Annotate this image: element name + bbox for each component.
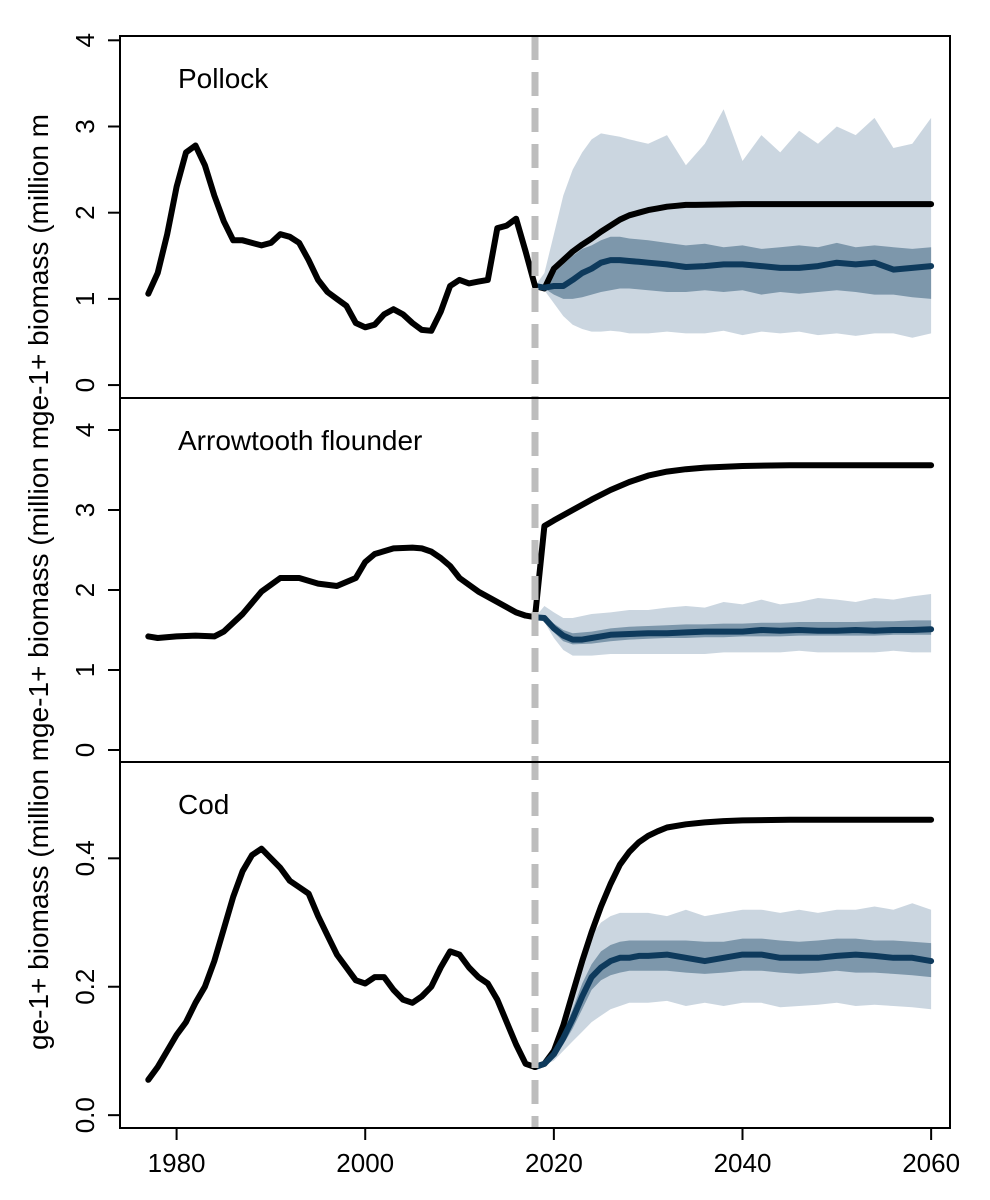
x-tick-label: 1980: [148, 1148, 206, 1178]
y-tick-label: 2: [70, 583, 100, 597]
target-projection-line: [532, 462, 935, 621]
panel-pollock: Pollock 0 1 2 3 4: [70, 33, 935, 392]
panels: Pollock 0 1 2 3 4 Arrowtooth flounder 0 1 2 3 4 Cod 0…: [70, 33, 935, 1133]
frame-layer: [119, 35, 951, 1129]
x-tick-label: 2020: [525, 1148, 583, 1178]
y-tick-label: 0.2: [70, 969, 100, 1005]
x-tick-label: 2000: [336, 1148, 394, 1178]
y-axis-label: ge-1+ biomass (million mge-1+ biomass (m…: [23, 114, 54, 1050]
y-tick-label: 3: [70, 119, 100, 133]
inner-interval-band: [535, 236, 932, 299]
median-projection-line: [532, 951, 935, 1070]
y-tick-label: 0.4: [70, 840, 100, 876]
historical-biomass-line: [145, 142, 538, 334]
panel-title: Pollock: [178, 63, 269, 94]
target-projection-line: [532, 816, 935, 1070]
y-tick-label: 2: [70, 205, 100, 219]
median-projection-line: [532, 614, 935, 643]
x-tick-label: 2060: [902, 1148, 960, 1178]
historical-biomass-line: [145, 845, 538, 1083]
x-tick-label: 2040: [714, 1148, 772, 1178]
y-axis-label-group: ge-1+ biomass (million mge-1+ biomass (m…: [23, 114, 54, 1050]
x-axis: 1980 2000 2020 2040 2060: [148, 1128, 960, 1178]
panel-frame: [119, 761, 951, 1129]
y-tick-label: 0: [70, 378, 100, 392]
y-axis: 0 1 2 3 4: [70, 33, 120, 392]
panel-cod: Cod 0.0 0.2 0.4: [70, 789, 935, 1133]
y-tick-label: 4: [70, 423, 100, 437]
y-axis: 0.0 0.2 0.4: [70, 840, 120, 1133]
historical-biomass-line: [145, 544, 538, 641]
y-tick-label: 0: [70, 743, 100, 757]
median-projection-line: [532, 257, 935, 291]
y-tick-label: 4: [70, 33, 100, 47]
y-axis: 0 1 2 3 4: [70, 423, 120, 757]
panel-arrowtooth-flounder: Arrowtooth flounder 0 1 2 3 4: [70, 423, 935, 757]
y-tick-label: 3: [70, 503, 100, 517]
y-tick-label: 1: [70, 663, 100, 677]
panel-title: Cod: [178, 789, 229, 820]
target-projection-line: [532, 201, 935, 292]
outer-interval-band: [535, 109, 932, 338]
panel-title: Arrowtooth flounder: [178, 425, 422, 456]
inner-interval-band: [535, 938, 932, 1067]
y-tick-label: 0.0: [70, 1097, 100, 1133]
y-tick-label: 1: [70, 292, 100, 306]
